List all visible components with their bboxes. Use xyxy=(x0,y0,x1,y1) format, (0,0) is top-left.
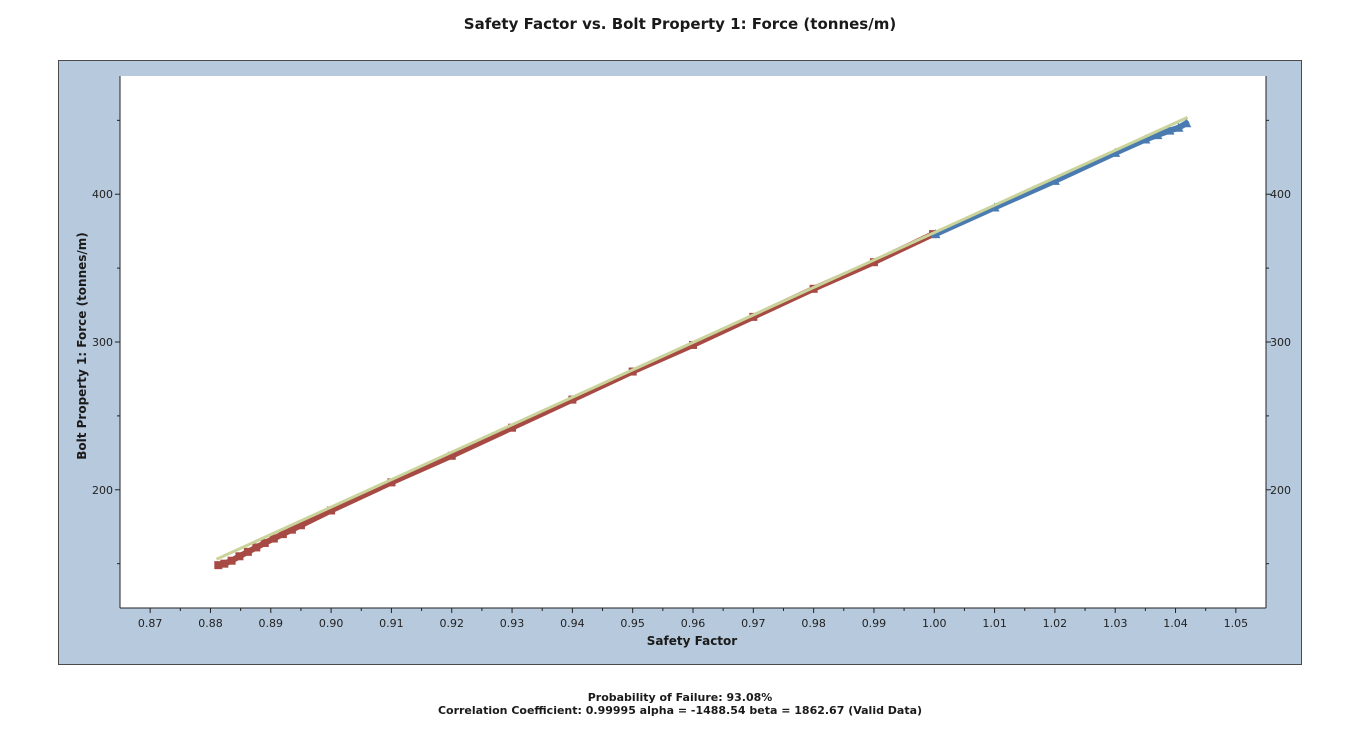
series-1-point xyxy=(214,561,223,570)
x-tick-label: 0.93 xyxy=(500,617,525,630)
x-tick-label: 0.92 xyxy=(439,617,464,630)
series-1-point xyxy=(243,547,252,556)
axes-group: 0.87 0.88 0.89 0.90 0.91 0.92 0.93 0.94 0.95 0.96… xyxy=(92,76,1291,630)
series-1-band xyxy=(215,231,937,569)
y-tick-label: 400 xyxy=(92,188,113,201)
series-1-point xyxy=(287,525,296,534)
x-tick-label: 0.96 xyxy=(681,617,706,630)
series-1-point xyxy=(269,534,278,543)
x-tick-label: 1.04 xyxy=(1163,617,1188,630)
correlation-coefficient-text: Correlation Coefficient: 0.99995 alpha =… xyxy=(437,704,923,717)
series-1-point xyxy=(220,559,229,568)
x-tick-label: 0.90 xyxy=(319,617,344,630)
chart-footer: Probability of Failure: 93.08% Correlati… xyxy=(0,691,1360,717)
series-1-point xyxy=(235,552,244,561)
x-axis-label: Safety Factor xyxy=(647,634,738,648)
chart-title: Safety Factor vs. Bolt Property 1: Force… xyxy=(463,15,897,33)
y-right-tick-label: 300 xyxy=(1270,336,1291,349)
x-tick-label: 0.97 xyxy=(741,617,766,630)
x-tick-label: 0.88 xyxy=(198,617,223,630)
series-1-point xyxy=(227,556,236,565)
series-1-point xyxy=(327,506,336,515)
x-tick-label: 0.94 xyxy=(560,617,585,630)
series-1-point xyxy=(278,530,287,539)
series-1-point xyxy=(296,521,305,530)
series-1-point xyxy=(689,340,697,349)
series-2-point xyxy=(1049,175,1060,185)
x-tick-label: 0.98 xyxy=(801,617,826,630)
probability-of-failure-text: Probability of Failure: 93.08% xyxy=(587,691,773,704)
series-2-point xyxy=(1110,147,1121,157)
x-tick-label: 1.05 xyxy=(1224,617,1249,630)
series-2-point xyxy=(1140,134,1151,144)
y-tick-label: 200 xyxy=(92,484,113,497)
series-1-point xyxy=(749,312,758,321)
y-tick-label: 300 xyxy=(92,336,113,349)
series-2-point xyxy=(1164,125,1175,135)
series-2-point xyxy=(1152,130,1163,140)
trend-line-group xyxy=(215,116,1189,561)
x-tick-label: 0.91 xyxy=(379,617,404,630)
x-tick-label: 1.02 xyxy=(1043,617,1068,630)
x-tick-label: 1.01 xyxy=(982,617,1007,630)
series-1-point xyxy=(447,451,456,460)
x-tick-label: 0.99 xyxy=(862,617,887,630)
series-1-point xyxy=(387,478,396,487)
x-tick-label: 0.95 xyxy=(620,617,645,630)
series-1-point xyxy=(508,423,517,432)
series-2-point xyxy=(989,202,1000,212)
series-1-point xyxy=(252,543,261,552)
x-tick-label: 1.00 xyxy=(922,617,947,630)
series-2-point xyxy=(1181,118,1192,128)
series-2-point xyxy=(1173,122,1184,132)
y-right-tick-label: 400 xyxy=(1270,188,1291,201)
trend-line xyxy=(215,116,1189,561)
y-right-tick-label: 200 xyxy=(1270,484,1291,497)
x-tick-label: 0.87 xyxy=(138,617,163,630)
x-tick-label: 0.89 xyxy=(259,617,284,630)
y-axis-label: Bolt Property 1: Force (tonnes/m) xyxy=(75,232,89,460)
series-1-point xyxy=(869,258,878,267)
series-group xyxy=(214,118,1192,570)
series-1-point xyxy=(568,395,577,404)
series-1-point xyxy=(628,367,637,376)
series-1-point xyxy=(260,538,269,547)
x-tick-label: 1.03 xyxy=(1103,617,1128,630)
